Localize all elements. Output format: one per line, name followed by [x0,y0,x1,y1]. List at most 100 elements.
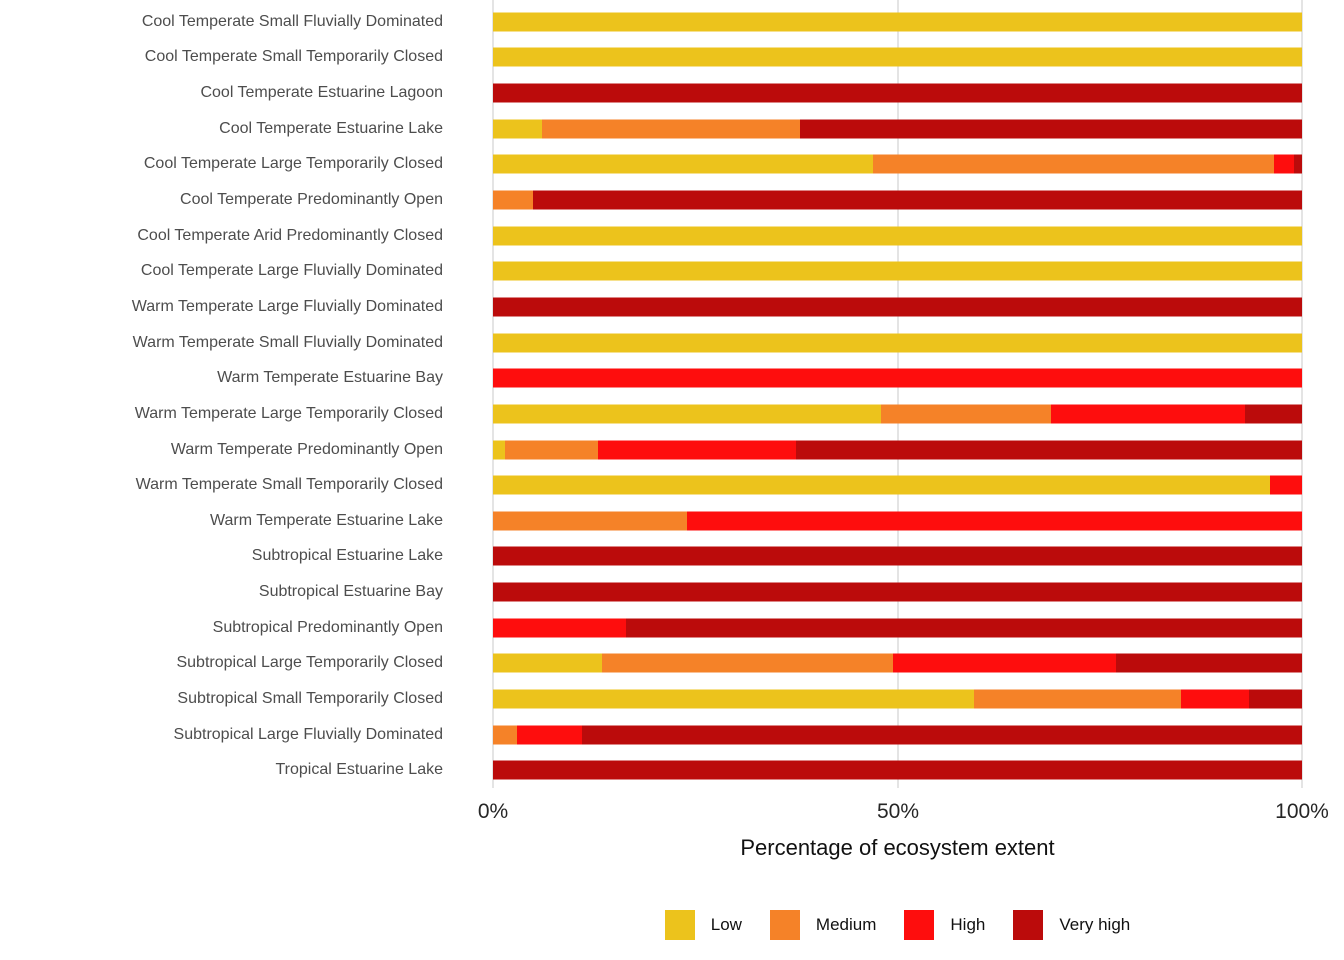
bar-segment-very-high [493,546,1302,566]
bar-row: Warm Temperate Estuarine Bay [0,360,1344,396]
bar-segment-very-high [581,725,1302,745]
category-label: Warm Temperate Small Fluvially Dominated [132,333,443,351]
bar-segment-low [493,440,506,459]
bar-segment-high [598,440,797,459]
category-label: Cool Temperate Predominantly Open [180,191,443,209]
bar-row: Warm Temperate Small Fluvially Dominated [0,325,1344,361]
bar-segment-medium [493,511,688,531]
bar-segment-very-high [796,440,1302,459]
x-tick-50: 50% [876,800,920,823]
bar-segment-medium [881,404,1052,424]
bar-segment-very-high [493,760,1302,780]
bar-segment-medium [541,119,801,139]
stacked-bar [493,297,1302,317]
legend-item-low: Low [664,910,742,940]
bar-segment-medium [974,689,1181,709]
stacked-bar [493,119,1302,139]
stacked-bar [493,689,1302,709]
stacked-bar [493,404,1302,424]
category-label: Cool Temperate Large Fluvially Dominated [140,262,443,280]
bar-segment-high [517,725,582,745]
bar-segment-high [1273,154,1294,174]
legend-label: Very high [1059,915,1131,934]
category-label: Warm Temperate Small Temporarily Closed [135,476,443,494]
stacked-bar [493,190,1302,210]
bar-row: Warm Temperate Small Temporarily Closed [0,467,1344,503]
category-label: Warm Temperate Large Fluvially Dominated [131,298,443,316]
category-label: Warm Temperate Estuarine Lake [210,511,443,529]
category-label: Cool Temperate Arid Predominantly Closed [137,226,443,244]
category-label: Cool Temperate Small Fluvially Dominated [141,13,443,31]
bar-segment-low [493,154,874,174]
bar-segment-low [493,475,1270,495]
bar-row: Warm Temperate Large Fluvially Dominated [0,289,1344,325]
stacked-bar [493,368,1302,388]
x-axis-title: Percentage of ecosystem extent [740,835,1055,860]
stacked-bar [493,475,1302,495]
stacked-bar [493,511,1302,531]
bar-segment-very-high [800,119,1302,139]
bar-segment-low [493,261,1302,281]
bar-segment-medium [493,190,534,210]
bar-segment-low [493,47,1302,67]
legend-item-very-high: Very high [1013,910,1130,940]
bar-segment-high [493,618,627,638]
bar-segment-medium [493,725,518,745]
category-label: Subtropical Small Temporarily Closed [177,690,443,708]
stacked-bar [493,440,1302,459]
stacked-bar [493,582,1302,602]
legend-label: High [950,915,986,934]
category-label: Subtropical Estuarine Lake [251,547,443,565]
bar-segment-low [493,689,975,709]
bar-row: Cool Temperate Large Temporarily Closed [0,147,1344,183]
legend-swatch [664,910,695,940]
gridline-50 [896,0,899,788]
legend-label: Low [710,915,742,934]
legend-item-medium: Medium [769,910,876,940]
bar-segment-medium [873,154,1274,174]
bar-segment-low [493,226,1302,246]
category-label: Tropical Estuarine Lake [275,761,444,779]
bar-segment-high [493,368,1302,388]
stacked-bar [493,154,1302,174]
bar-row: Cool Temperate Predominantly Open [0,182,1344,218]
bar-row: Warm Temperate Predominantly Open [0,432,1344,468]
category-label: Warm Temperate Large Temporarily Closed [134,405,443,423]
bar-segment-high [1051,404,1246,424]
gridline-100 [1301,0,1303,788]
legend-swatch [1013,910,1044,940]
category-label: Warm Temperate Estuarine Bay [217,369,443,387]
category-label: Cool Temperate Estuarine Lagoon [200,84,443,102]
bar-row: Cool Temperate Estuarine Lagoon [0,75,1344,111]
bar-row: Cool Temperate Arid Predominantly Closed [0,218,1344,254]
bar-segment-very-high [626,618,1302,638]
bar-segment-medium [602,653,894,673]
bar-segment-high [893,653,1116,673]
stacked-bar [493,546,1302,566]
bar-segment-low [493,119,542,139]
bar-row: Warm Temperate Estuarine Lake [0,503,1344,539]
stacked-bar [493,12,1302,32]
bar-segment-low [493,653,603,673]
bar-segment-low [493,333,1302,353]
bar-segment-medium [505,440,599,459]
bar-row: Subtropical Large Temporarily Closed [0,646,1344,682]
stacked-bar [493,261,1302,281]
bar-segment-very-high [1249,689,1302,709]
category-label: Warm Temperate Predominantly Open [170,440,443,458]
legend-swatch [769,910,800,940]
x-tick-0: 0% [477,800,509,823]
stacked-bar [493,333,1302,353]
bar-segment-very-high [493,297,1302,317]
stacked-bar [493,226,1302,246]
bar-segment-high [687,511,1302,531]
plot-area: Cool Temperate Small Fluvially Dominated… [0,0,1344,788]
bar-row: Subtropical Estuarine Lake [0,539,1344,575]
bar-segment-very-high [1245,404,1302,424]
bar-row: Subtropical Small Temporarily Closed [0,681,1344,717]
category-label: Cool Temperate Small Temporarily Closed [144,48,443,66]
bar-row: Tropical Estuarine Lake [0,752,1344,788]
bar-segment-high [1180,689,1250,709]
bar-segment-low [493,12,1302,32]
